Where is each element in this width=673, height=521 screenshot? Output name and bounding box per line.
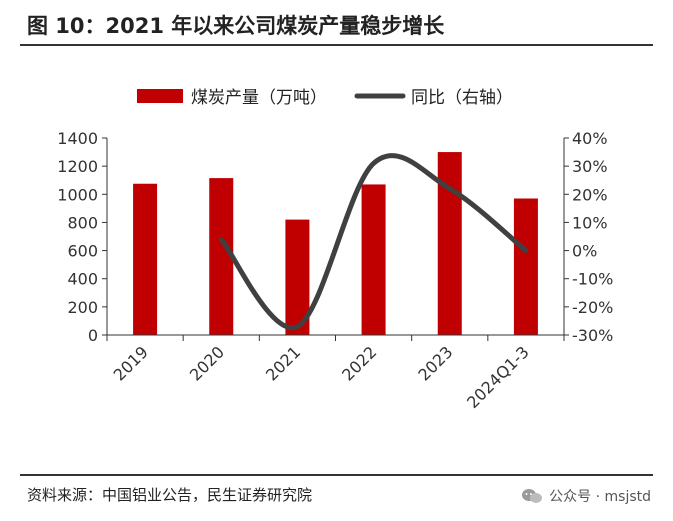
title-divider: [20, 44, 653, 46]
right-tick-label: 10%: [572, 213, 608, 232]
left-tick-label: 800: [67, 213, 98, 232]
footer-divider: [20, 474, 653, 476]
right-tick-label: 20%: [572, 185, 608, 204]
watermark: 公众号 · msjstd: [521, 486, 651, 506]
bar-2020: [209, 178, 234, 335]
legend: 煤炭产量（万吨） 同比（右轴）: [137, 88, 513, 108]
x-tick-label: 2021: [262, 342, 304, 384]
legend-bar-swatch: [137, 89, 183, 103]
chart-canvas: 煤炭产量（万吨） 同比（右轴） 0 200 400 600 800 1000 1200 140…: [57, 88, 613, 412]
left-tick-label: 0: [88, 326, 98, 345]
right-tick-label: -20%: [572, 298, 613, 317]
wechat-icon: [522, 489, 543, 503]
bar-2022: [361, 184, 386, 335]
x-tick-label: 2024Q1-3: [463, 342, 533, 412]
x-tick-label: 2022: [338, 342, 380, 384]
bar-2019: [133, 183, 158, 335]
legend-line-label: 同比（右轴）: [411, 88, 513, 108]
x-tick-label: 2020: [186, 342, 228, 384]
left-tick-label: 600: [67, 242, 98, 261]
legend-bar-label: 煤炭产量（万吨）: [191, 88, 327, 108]
right-tick-label: -10%: [572, 270, 613, 289]
left-tick-label: 200: [67, 298, 98, 317]
watermark-text: 公众号 · msjstd: [549, 489, 651, 505]
left-tick-label: 400: [67, 270, 98, 289]
left-tick-label: 1200: [57, 157, 98, 176]
right-tick-label: 30%: [572, 157, 608, 176]
bar-2024Q1-3: [513, 198, 538, 335]
right-tick-label: 0%: [572, 242, 597, 261]
yoy-line-series: [218, 153, 529, 331]
x-tick-label: 2023: [414, 342, 456, 384]
right-tick-label: -30%: [572, 326, 613, 345]
x-tick-label: 2019: [110, 342, 152, 384]
bar-2023: [437, 152, 462, 335]
right-tick-label: 40%: [572, 129, 608, 148]
left-tick-label: 1400: [57, 129, 98, 148]
chart-title: 图 10：2021 年以来公司煤炭产量稳步增长: [27, 14, 445, 38]
left-tick-label: 1000: [57, 185, 98, 204]
source-note: 资料来源：中国铝业公告，民生证券研究院: [27, 486, 313, 504]
